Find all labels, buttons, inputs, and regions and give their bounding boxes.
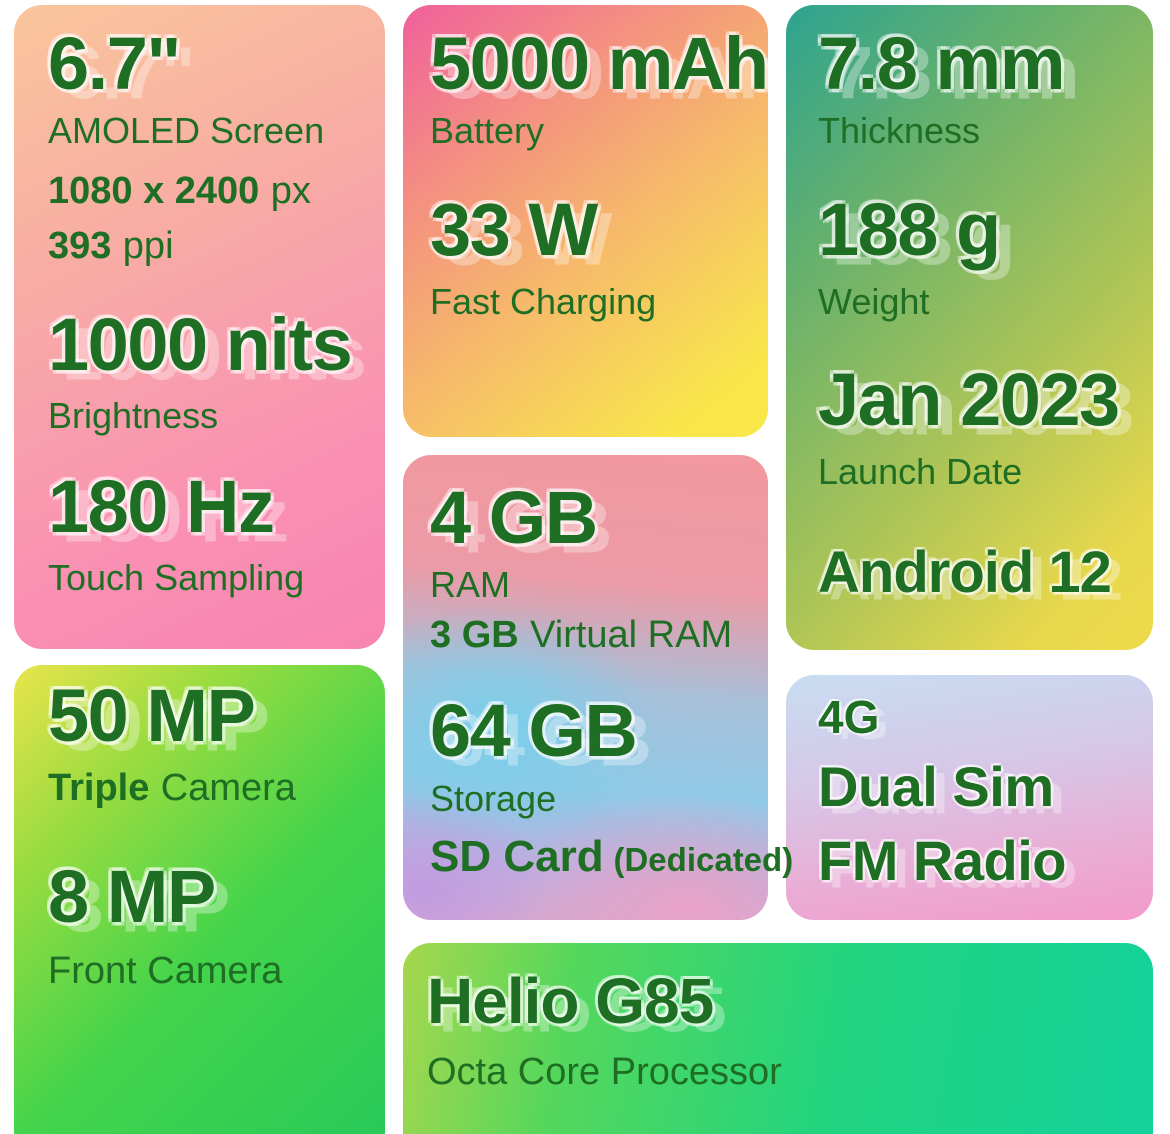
thickness-value: 7.8 mm <box>818 22 1066 105</box>
connectivity-spec-card: 4G Dual Sim FM Radio <box>786 675 1153 920</box>
weight-label: Weight <box>818 280 930 322</box>
sd-card-value: SD Card <box>430 831 604 881</box>
ppi-line: 393 ppi <box>48 220 385 273</box>
ppi-unit: ppi <box>122 225 174 268</box>
front-camera-label: Front Camera <box>48 949 283 992</box>
battery-spec-card: 5000 mAh Battery 33 W Fast Charging <box>403 5 769 437</box>
chipset-label: Octa Core Processor <box>427 1050 782 1093</box>
display-spec-card: 6.7" AMOLED Screen 1080 x 2400 px 393 ppi … <box>14 5 385 649</box>
resolution-unit: px <box>270 170 311 213</box>
brightness-value: 1000 nits <box>48 302 353 386</box>
screen-type-label: AMOLED Screen <box>48 110 325 152</box>
dimensions-spec-card: 7.8 mm Thickness 188 g Weight Jan 2023 L… <box>786 5 1153 650</box>
touch-sampling-label: Touch Sampling <box>48 557 305 599</box>
os-version-value: Android 12 <box>818 539 1112 605</box>
camera-spec-card: 50 MP Triple Camera 8 MP Front Camera <box>14 665 385 1134</box>
fm-radio-value: FM Radio <box>818 829 1066 893</box>
rear-camera-type: Triple Camera <box>48 762 385 815</box>
battery-capacity-value: 5000 mAh <box>430 22 769 105</box>
memory-spec-card: 4 GB RAM 3 GB Virtual RAM 64 GB Storage S… <box>403 455 793 920</box>
processor-spec-card: Helio G85 Octa Core Processor <box>403 943 1153 1134</box>
ppi-value: 393 <box>48 225 112 268</box>
launch-date-label: Launch Date <box>818 450 1023 492</box>
storage-value: 64 GB <box>430 689 638 773</box>
rear-camera-type-bold: Triple <box>48 767 150 810</box>
virtual-ram-line: 3 GB Virtual RAM <box>430 609 768 662</box>
sd-card-line: SD Card (Dedicated) <box>430 827 793 886</box>
brightness-label: Brightness <box>48 394 219 436</box>
virtual-ram-value: 3 GB <box>430 614 519 657</box>
virtual-ram-label: Virtual RAM <box>530 614 733 657</box>
battery-capacity-label: Battery <box>430 110 545 152</box>
sd-card-note: (Dedicated) <box>613 840 794 878</box>
touch-sampling-value: 180 Hz <box>48 464 275 548</box>
ram-value: 4 GB <box>430 476 598 559</box>
thickness-label: Thickness <box>818 110 981 152</box>
ram-label: RAM <box>430 564 510 606</box>
dual-sim-value: Dual Sim <box>818 754 1054 818</box>
resolution-line: 1080 x 2400 px <box>48 165 385 218</box>
weight-value: 188 g <box>818 188 1001 272</box>
launch-date-value: Jan 2023 <box>818 358 1120 442</box>
charging-label: Fast Charging <box>430 280 657 322</box>
resolution-value: 1080 x 2400 <box>48 170 260 213</box>
chipset-value: Helio G85 <box>427 965 714 1037</box>
charging-value: 33 W <box>430 188 598 272</box>
screen-size-value: 6.7" <box>48 22 181 105</box>
storage-label: Storage <box>430 777 557 819</box>
front-camera-value: 8 MP <box>48 854 216 938</box>
network-value: 4G <box>818 691 880 743</box>
rear-camera-value: 50 MP <box>48 674 256 757</box>
rear-camera-type-rest: Camera <box>160 767 296 810</box>
